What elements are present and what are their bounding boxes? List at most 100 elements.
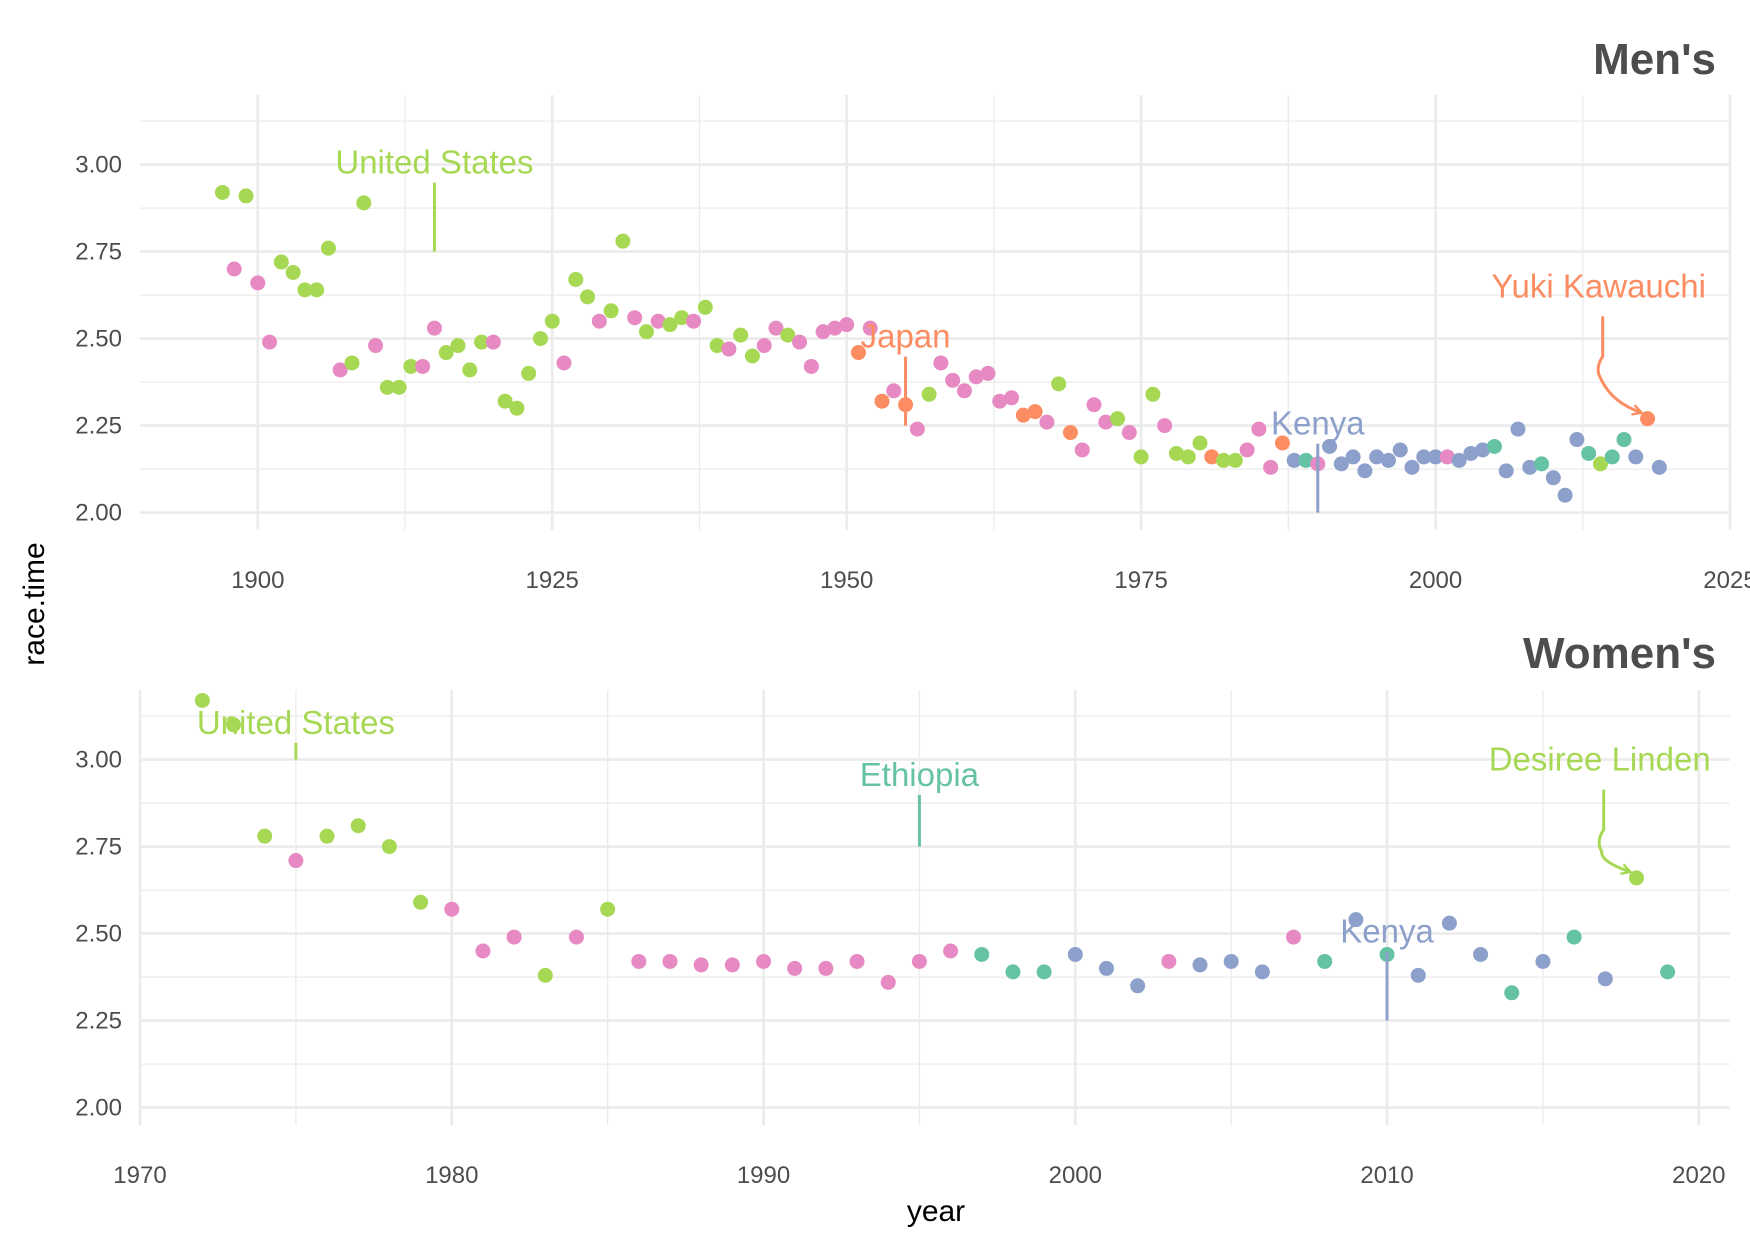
y-tick-label: 2.00: [75, 1095, 122, 1122]
data-point: [787, 960, 803, 976]
data-point: [438, 345, 454, 361]
data-point: [1157, 418, 1173, 434]
y-tick-label: 2.75: [75, 239, 122, 266]
data-point: [1473, 946, 1489, 962]
data-point: [262, 334, 278, 350]
annotation-label: United States: [197, 704, 395, 741]
data-point: [1039, 414, 1055, 430]
data-point: [1027, 404, 1043, 420]
womens-points: [194, 692, 1676, 1001]
data-point: [1616, 432, 1632, 448]
data-point: [662, 317, 678, 333]
data-point: [911, 953, 927, 969]
data-point: [426, 320, 442, 336]
annotation-label: United States: [335, 144, 533, 181]
data-point: [238, 188, 254, 204]
data-point: [415, 358, 431, 374]
x-tick-label: 1900: [231, 567, 284, 594]
x-tick-label: 1980: [425, 1162, 478, 1189]
data-point: [1569, 432, 1585, 448]
data-point: [1062, 425, 1078, 441]
data-point: [603, 303, 619, 319]
data-point: [332, 362, 348, 378]
data-point: [686, 313, 702, 329]
data-point: [733, 327, 749, 343]
data-point: [721, 341, 737, 357]
data-point: [968, 369, 984, 385]
data-point: [1121, 425, 1137, 441]
data-point: [1251, 421, 1267, 437]
data-point: [1317, 953, 1333, 969]
data-point: [1534, 456, 1550, 472]
data-point: [1298, 452, 1314, 468]
x-tick-label: 2020: [1672, 1162, 1725, 1189]
data-point: [992, 393, 1008, 409]
x-tick-label: 1990: [737, 1162, 790, 1189]
data-point: [744, 348, 760, 364]
data-point: [285, 264, 301, 280]
data-point: [1451, 452, 1467, 468]
mens-annotations: United States Japan Kenya Yuki Kawauchi: [335, 144, 1706, 513]
data-point: [1263, 459, 1279, 475]
data-point: [568, 271, 584, 287]
x-tick-label: 2000: [1409, 567, 1462, 594]
data-point: [1110, 411, 1126, 427]
x-tick-label: 1975: [1114, 567, 1167, 594]
data-point: [194, 692, 210, 708]
data-point: [980, 365, 996, 381]
y-tick-label: 2.75: [75, 834, 122, 861]
data-point: [1380, 452, 1396, 468]
data-point: [1628, 870, 1644, 886]
data-point: [344, 355, 360, 371]
data-point: [1333, 456, 1349, 472]
data-point: [257, 828, 273, 844]
data-point: [226, 261, 242, 277]
annotation-label: Desiree Linden: [1489, 741, 1711, 778]
data-point: [474, 334, 490, 350]
data-point: [1274, 435, 1290, 451]
data-point: [780, 327, 796, 343]
data-point: [1545, 470, 1561, 486]
data-point: [886, 383, 902, 399]
data-point: [532, 331, 548, 347]
data-point: [320, 240, 336, 256]
mens-panel-title: Men's: [1593, 35, 1716, 84]
data-point: [288, 853, 304, 869]
data-point: [627, 310, 643, 326]
data-point: [662, 953, 678, 969]
annotation-label: Yuki Kawauchi: [1491, 267, 1706, 304]
data-point: [839, 317, 855, 333]
data-point: [1345, 449, 1361, 465]
y-axis-title: race.time: [18, 542, 51, 665]
data-point: [1180, 449, 1196, 465]
annotation-label: Ethiopia: [860, 756, 980, 793]
data-point: [1498, 463, 1514, 479]
data-point: [768, 320, 784, 336]
data-point: [1254, 964, 1270, 980]
data-point: [850, 345, 866, 361]
data-point: [1640, 411, 1656, 427]
data-point: [556, 355, 572, 371]
data-point: [709, 338, 725, 354]
x-tick-label: 2025: [1703, 567, 1750, 594]
data-point: [214, 184, 230, 200]
data-point: [1004, 390, 1020, 406]
data-point: [319, 828, 335, 844]
y-tick-label: 2.25: [75, 1008, 122, 1035]
womens-gridlines: [138, 690, 1730, 1125]
data-point: [309, 282, 325, 298]
x-tick-label: 2010: [1360, 1162, 1413, 1189]
womens-x-tick-labels: 1970 1980 1990 2000 2010 2020: [113, 1162, 1725, 1189]
data-point: [1475, 442, 1491, 458]
data-point: [485, 334, 501, 350]
x-tick-label: 1925: [526, 567, 579, 594]
data-point: [933, 355, 949, 371]
data-point: [818, 960, 834, 976]
data-point: [880, 974, 896, 990]
data-point: [591, 313, 607, 329]
data-point: [1566, 929, 1582, 945]
data-point: [521, 365, 537, 381]
data-point: [615, 233, 631, 249]
data-point: [827, 320, 843, 336]
